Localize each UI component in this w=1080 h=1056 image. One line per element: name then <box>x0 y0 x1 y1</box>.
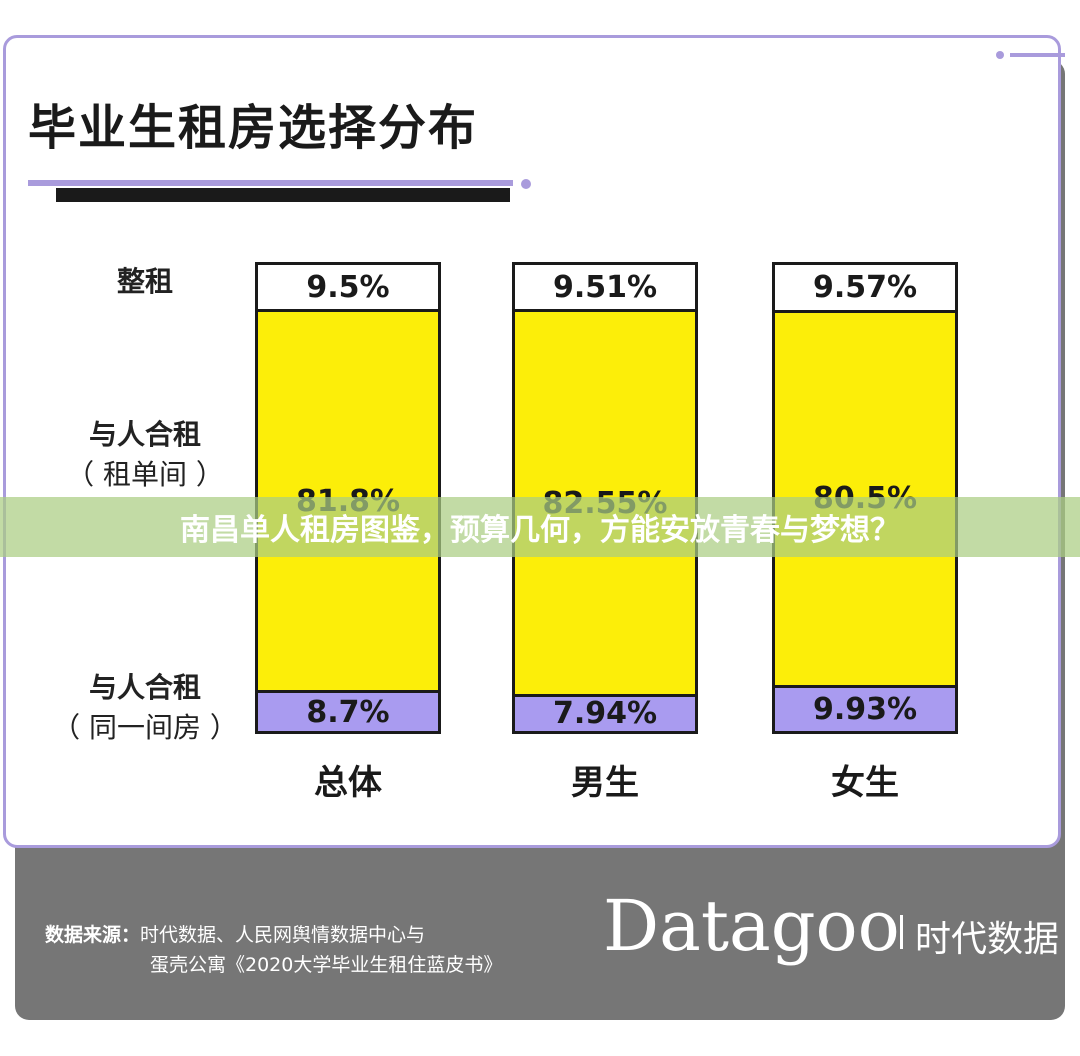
data-label: 9.57% <box>812 269 918 305</box>
x-tick-label: 女生 <box>831 763 899 803</box>
bar-segment: 9.51% <box>515 265 695 310</box>
chart-title: 毕业生租房选择分布 <box>28 100 479 156</box>
title-underline-purple <box>28 180 513 186</box>
bar-segment: 9.5% <box>258 265 438 310</box>
datagoo-logo: Datagoo <box>603 885 900 967</box>
corner-dot <box>996 51 1004 59</box>
bar-segment: 9.93% <box>775 684 955 731</box>
source-line1: 时代数据、人民网舆情数据中心与 <box>140 924 426 946</box>
bar-segment: 7.94% <box>515 693 695 732</box>
source-note: 数据来源：时代数据、人民网舆情数据中心与 蛋壳公寓《2020大学毕业生租住蓝皮书… <box>45 920 502 980</box>
x-tick-label: 总体 <box>314 763 382 803</box>
overlay-banner: 南昌单人租房图鉴，预算几何，方能安放青春与梦想？ <box>0 497 1080 557</box>
bar-segment: 8.7% <box>258 690 438 731</box>
data-label: 7.94% <box>552 696 658 732</box>
data-label: 8.7% <box>306 694 390 730</box>
row-label-same-room: 与人合租（ 同一间房 ） <box>52 671 238 744</box>
corner-decoration <box>1010 53 1065 57</box>
logo-separator <box>900 915 903 949</box>
data-label: 9.93% <box>812 691 918 727</box>
title-underline-black <box>56 188 510 202</box>
row-label-shared-room: 与人合租（ 租单间 ） <box>66 418 224 491</box>
logo-chinese: 时代数据 <box>915 919 1060 960</box>
source-line2: 蛋壳公寓《2020大学毕业生租住蓝皮书》 <box>150 954 503 976</box>
source-label: 数据来源： <box>45 924 141 946</box>
row-label-whole: 整租 <box>116 265 173 298</box>
data-label: 9.51% <box>552 269 658 305</box>
x-tick-label: 男生 <box>571 763 639 803</box>
data-label: 9.5% <box>306 269 390 305</box>
title-underline-dot <box>521 179 531 189</box>
bar-segment: 9.57% <box>775 265 955 310</box>
